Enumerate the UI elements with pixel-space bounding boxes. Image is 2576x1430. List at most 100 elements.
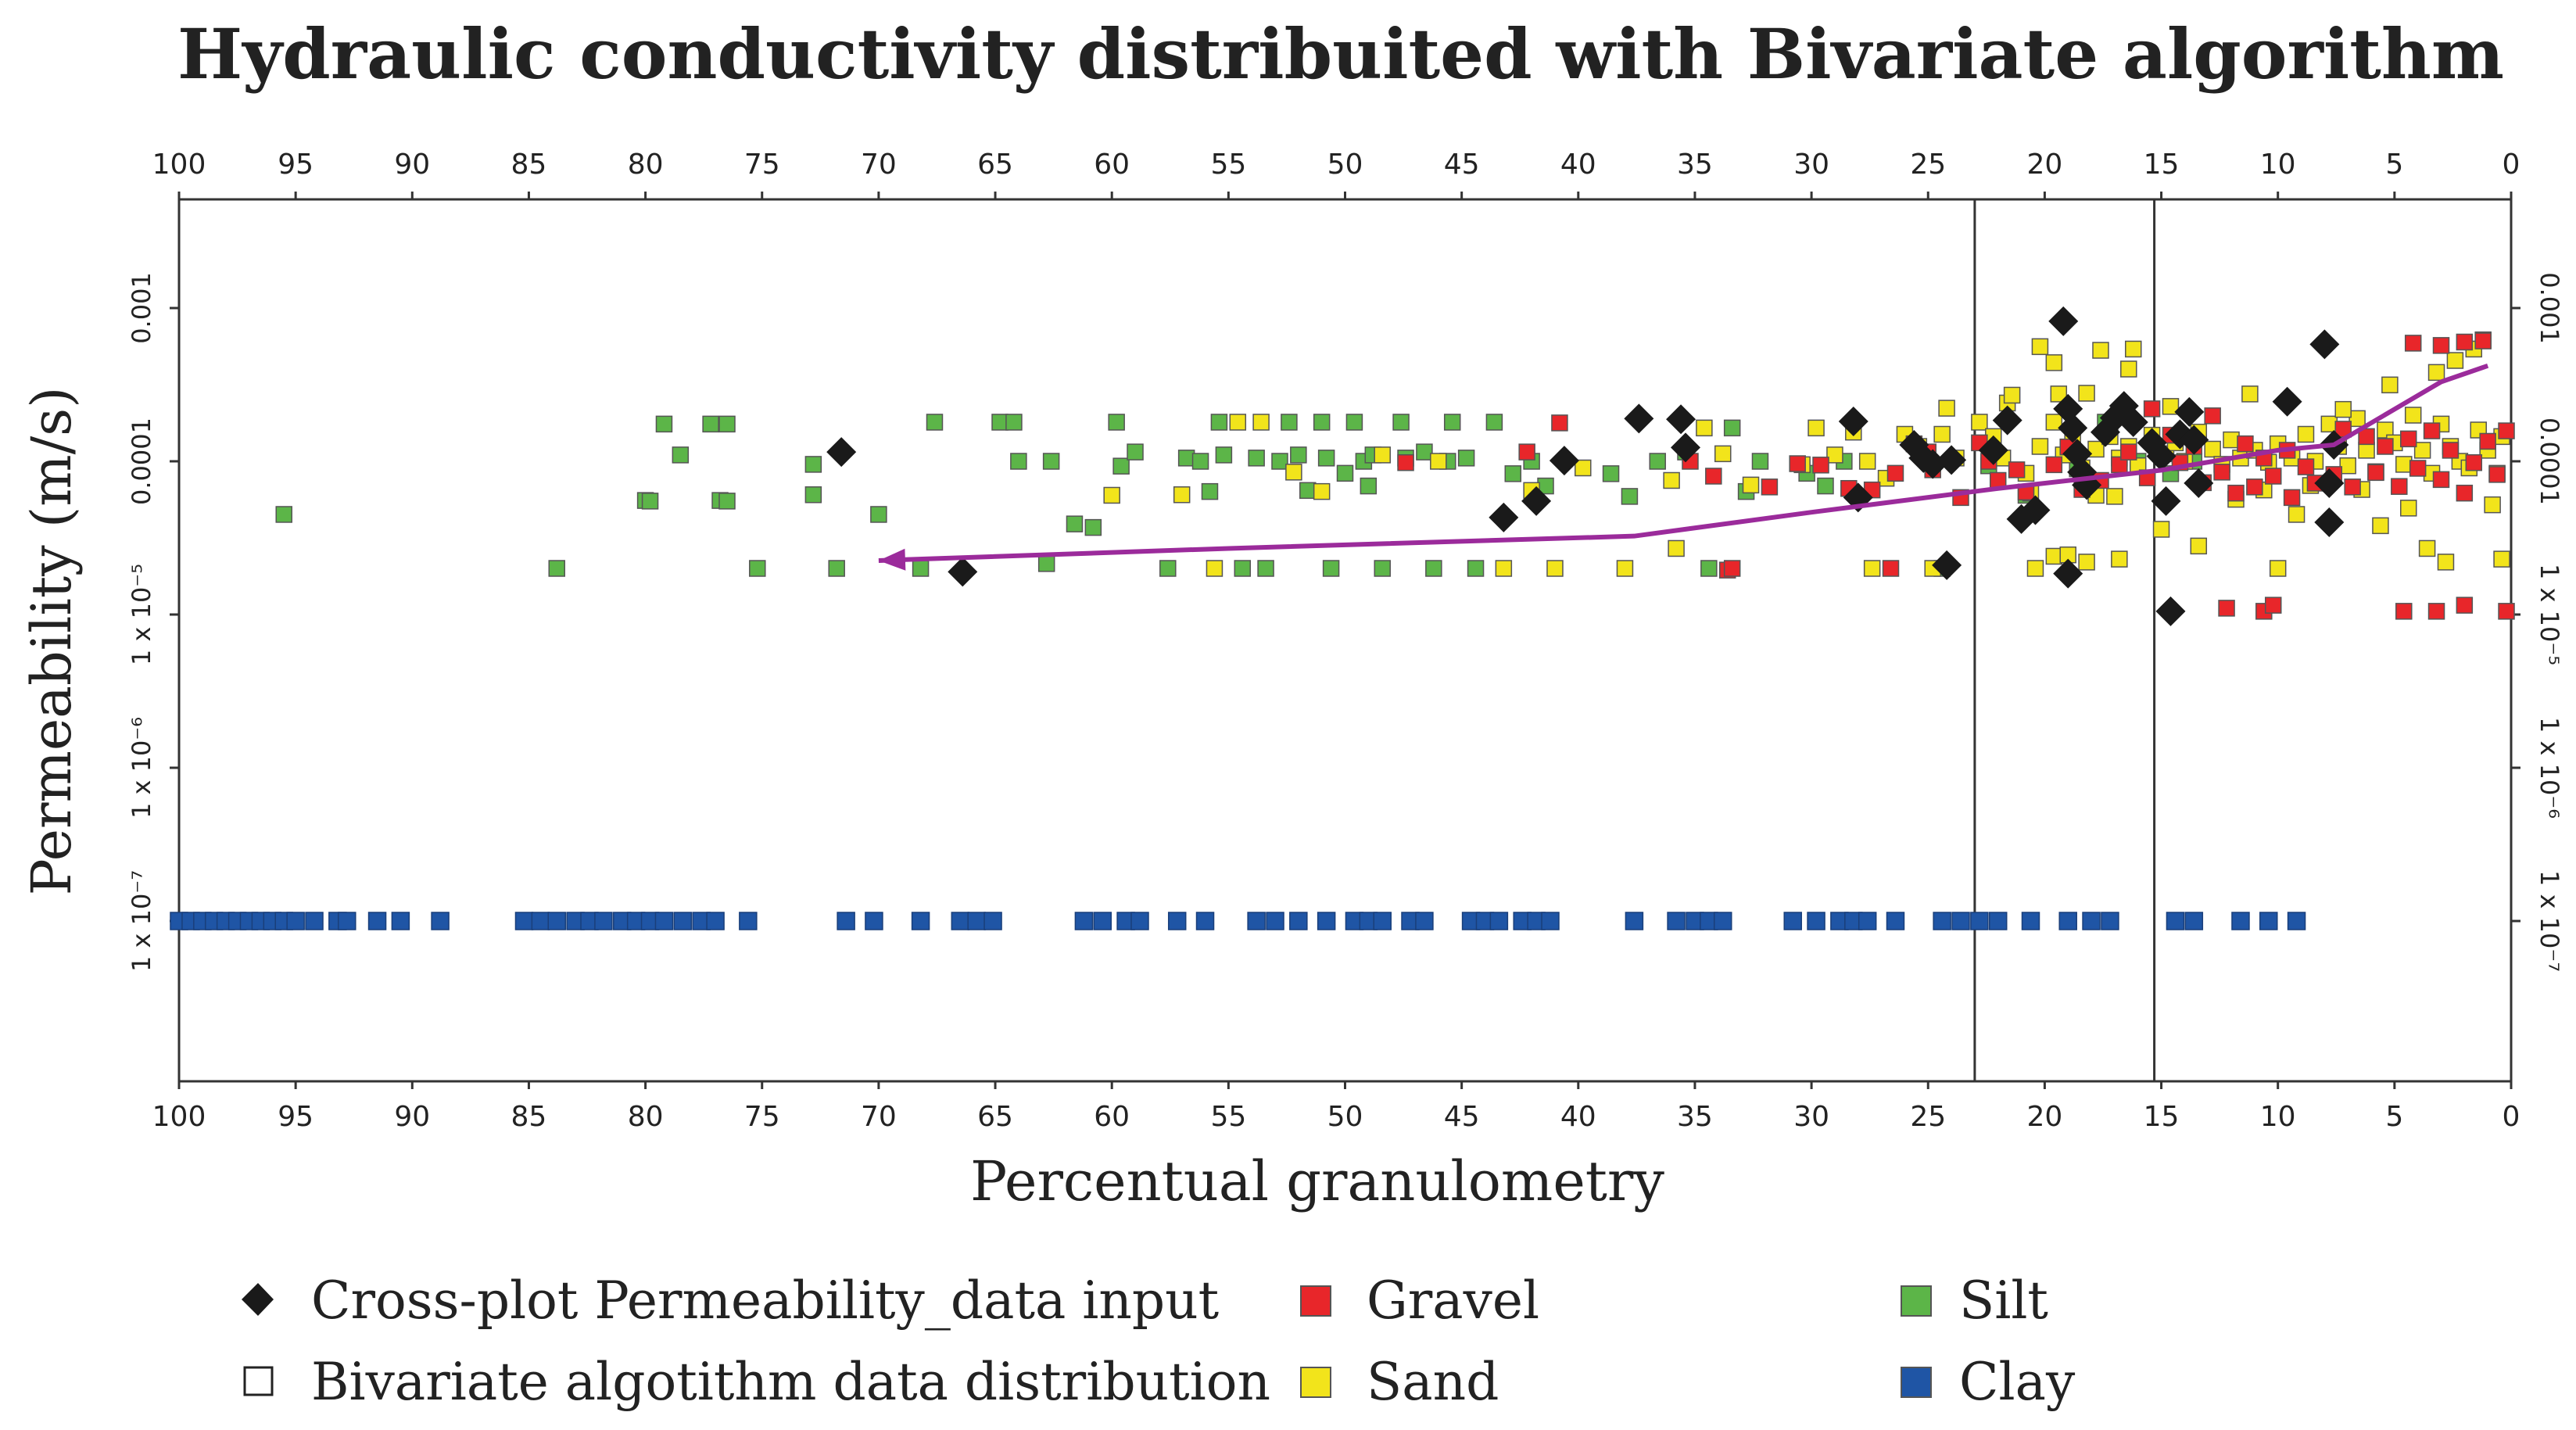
clay-point-57: [1541, 912, 1560, 930]
clay-point-42: [1195, 912, 1215, 930]
clay-point-22: [594, 912, 613, 930]
sand-point-101: [2026, 560, 2044, 577]
cross-point-16: [1992, 405, 2022, 435]
gravel-point-58: [2488, 466, 2506, 483]
legend-marker-silt: [1901, 1285, 1932, 1317]
sand-point-3: [1229, 414, 1247, 431]
top-x-tick-label-5: 75: [744, 149, 780, 181]
sand-point-69: [2404, 407, 2422, 424]
top-x-tick-label-18: 10: [2260, 149, 2296, 181]
bottom-x-tick-label-6: 70: [861, 1101, 897, 1133]
gravel-point-25: [2120, 443, 2137, 461]
clay-point-19: [547, 912, 566, 930]
clay-point-78: [2184, 912, 2204, 930]
gravel-point-62: [2474, 332, 2492, 349]
silt-point-1: [548, 560, 565, 577]
silt-point-30: [1201, 482, 1219, 500]
silt-point-48: [1374, 560, 1391, 577]
silt-point-25: [1112, 457, 1130, 475]
plot-frame: [177, 198, 2513, 1083]
bottom-x-tick-label-3: 85: [511, 1101, 547, 1133]
gravel-point-33: [2213, 464, 2230, 481]
clay-point-69: [1933, 912, 1951, 930]
silt-point-12: [804, 486, 822, 504]
clay-point-58: [1625, 912, 1644, 930]
sand-point-62: [2339, 457, 2356, 475]
bottom-x-tick-label-17: 15: [2144, 1101, 2180, 1133]
silt-point-22: [1066, 515, 1084, 532]
clay-point-72: [1988, 912, 2008, 930]
gravel-point-67: [2218, 600, 2235, 617]
sand-point-117: [2399, 500, 2417, 517]
sand-point-11: [1546, 560, 1564, 577]
cross-point-36: [2179, 425, 2209, 455]
silt-point-15: [912, 560, 930, 577]
top-x-tick-label-2: 90: [394, 149, 430, 181]
sand-point-13: [1616, 560, 1634, 577]
legend-marker-clay: [1901, 1367, 1932, 1398]
bottom-x-tick-label-14: 30: [1793, 1101, 1829, 1133]
cross-point-15: [1978, 435, 2008, 465]
silt-point-54: [1443, 414, 1461, 431]
silt-point-55: [1457, 450, 1475, 467]
clay-point-29: [706, 912, 725, 930]
clay-point-36: [983, 912, 1002, 930]
legend-label-silt: Silt: [1959, 1271, 2048, 1331]
clay-point-49: [1373, 912, 1392, 930]
top-x-tick-label-3: 85: [511, 149, 547, 181]
clay-point-68: [1886, 912, 1905, 930]
clay-point-81: [2287, 912, 2306, 930]
sand-point-94: [2092, 342, 2109, 359]
clay-point-73: [2021, 912, 2040, 930]
clay-point-16: [431, 912, 450, 930]
silt-point-27: [1159, 560, 1177, 577]
bottom-x-tick-label-2: 90: [394, 1101, 430, 1133]
trend-arrowhead: [878, 548, 906, 571]
clay-point-62: [1713, 912, 1732, 930]
gravel-point-73: [2498, 603, 2515, 620]
gravel-point-66: [1882, 560, 1900, 577]
left-y-tick-label-4: 1 x 10⁻⁷: [127, 870, 156, 972]
silt-point-38: [1290, 446, 1307, 464]
cross-point-19: [2048, 306, 2079, 336]
clay-point-27: [673, 912, 693, 930]
clay-point-17: [514, 912, 534, 930]
gravel-point-1: [1518, 443, 1535, 461]
sand-point-17: [1714, 445, 1732, 463]
silt-point-33: [1234, 560, 1251, 577]
legend-label-sand: Sand: [1367, 1352, 1499, 1412]
clay-point-32: [865, 912, 883, 930]
sand-point-87: [2381, 376, 2399, 394]
top-x-tick-label-8: 60: [1094, 149, 1130, 181]
cross-point-38: [2272, 386, 2302, 417]
silt-point-26: [1127, 443, 1144, 461]
silt-point-19: [1010, 453, 1027, 470]
sand-point-68: [2395, 456, 2413, 473]
left-y-tick-label-2: 1 x 10⁻⁵: [127, 564, 156, 665]
silt-point-4: [702, 415, 719, 433]
gravel-point-18: [2008, 461, 2026, 478]
gravel-point-49: [2391, 478, 2408, 495]
gravel-point-0: [1397, 453, 1414, 471]
clay-point-40: [1130, 912, 1149, 930]
sand-point-1: [1173, 486, 1191, 504]
bottom-x-tick-label-7: 65: [977, 1101, 1013, 1133]
sand-point-40: [2087, 440, 2105, 458]
gravel-point-56: [2465, 453, 2483, 471]
cross-point-18: [2020, 495, 2051, 525]
silt-point-16: [926, 414, 944, 431]
sand-point-35: [2031, 438, 2049, 455]
silt-point-37: [1281, 414, 1298, 431]
gravel-point-38: [2264, 468, 2282, 485]
sand-point-88: [2427, 364, 2445, 382]
top-x-tick-label-17: 15: [2144, 149, 2180, 181]
sand-point-106: [2437, 554, 2455, 571]
sand-point-15: [1668, 539, 1685, 557]
gravel-point-7: [1812, 457, 1829, 474]
cross-point-3: [1521, 486, 1552, 516]
top-x-tick-label-0: 100: [152, 149, 206, 181]
silt-point-9: [718, 493, 736, 510]
silt-point-31: [1210, 414, 1228, 431]
trend-line: [878, 364, 2489, 563]
